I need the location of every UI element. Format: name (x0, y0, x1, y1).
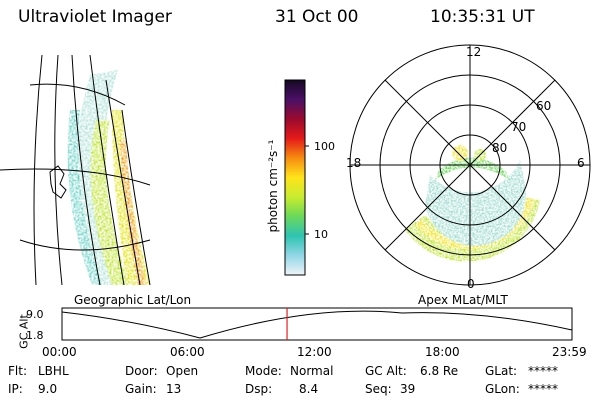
dsp-value: 8.4 (299, 382, 319, 396)
time-tick-1: 06:00 (170, 345, 205, 359)
ip-label: IP: (8, 382, 23, 396)
gain-label: Gain: (125, 382, 157, 396)
colorbar-tick-10: 10 (314, 228, 328, 241)
altitude-tick-high: 9.0 (26, 308, 44, 321)
mlt-label-12: 12 (466, 45, 482, 59)
glat-value: ***** (528, 364, 558, 378)
time-label: 10:35:31 UT (430, 7, 535, 27)
geographic-image (0, 54, 151, 286)
polar-image (349, 44, 591, 286)
ip-value: 9.0 (38, 382, 58, 396)
mode-label: Mode: (245, 364, 282, 378)
colorbar-tick-100: 100 (314, 140, 335, 153)
polar-panel-caption: Apex MLat/MLT (418, 293, 508, 307)
seq-value: 39 (400, 382, 416, 396)
time-tick-2: 12:00 (297, 345, 332, 359)
door-value: Open (166, 364, 199, 378)
time-tick-4: 23:59 (552, 345, 587, 359)
instrument-title: Ultraviolet Imager (18, 7, 172, 27)
colorbar (284, 79, 309, 276)
altitude-plot (61, 307, 573, 341)
mlt-label-0: 0 (467, 277, 475, 291)
date-label: 31 Oct 00 (275, 7, 359, 27)
altitude-tick-low: 1.8 (26, 329, 44, 342)
glat-label: GLat: (485, 364, 518, 378)
mlt-label-18: 18 (346, 156, 362, 170)
glon-value: ***** (528, 382, 558, 396)
landmass-outline (49, 165, 67, 199)
seq-label: Seq: (365, 382, 392, 396)
mlat-label-60: 60 (536, 99, 552, 113)
time-tick-3: 18:00 (425, 345, 460, 359)
mlt-label-6: 6 (577, 156, 585, 170)
mlat-label-70: 70 (511, 120, 527, 134)
door-label: Door: (125, 364, 158, 378)
filter-value: LBHL (38, 364, 69, 378)
mode-value: Normal (290, 364, 334, 378)
time-tick-0: 00:00 (42, 345, 77, 359)
gc-alt-label: GC Alt: (365, 364, 407, 378)
geo-panel-caption: Geographic Lat/Lon (74, 293, 192, 307)
gc-alt-value: 6.8 Re (420, 364, 459, 378)
mlat-label-80: 80 (492, 141, 508, 155)
filter-label: Flt: (8, 364, 27, 378)
gain-value: 13 (166, 382, 182, 396)
dsp-label: Dsp: (245, 382, 273, 396)
colorbar-unit-label: photon cm⁻²s⁻¹ (266, 139, 280, 233)
altitude-curve (61, 310, 573, 339)
glon-label: GLon: (485, 382, 520, 396)
